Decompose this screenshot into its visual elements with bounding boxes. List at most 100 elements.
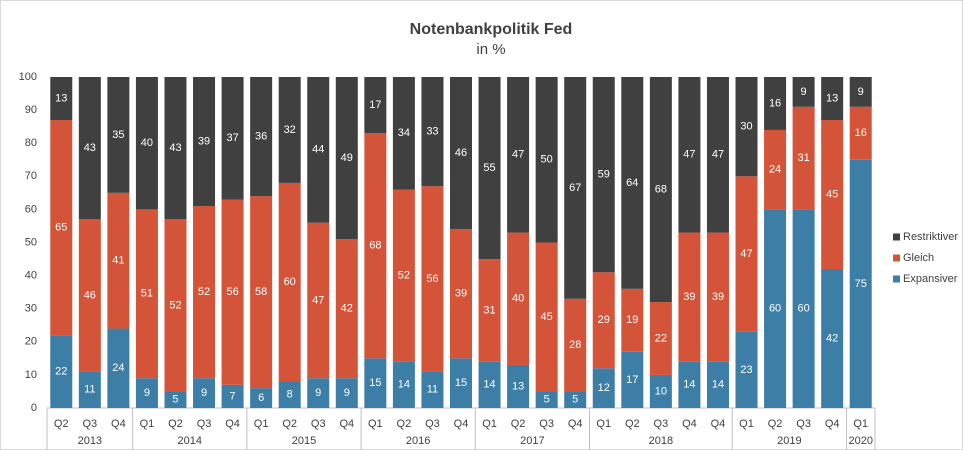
bar-segment — [278, 182, 301, 382]
bar-segment — [250, 196, 273, 389]
bar-segment — [792, 209, 815, 408]
data-label: 5 — [544, 394, 550, 406]
legend-label: Restriktiver — [903, 231, 958, 243]
data-label: 60 — [797, 303, 809, 315]
bar-segment — [307, 378, 330, 408]
x-tick-label: Q3 — [82, 418, 97, 430]
bar-segment — [564, 298, 587, 392]
bar-segment — [535, 77, 558, 243]
group-label: 2020 — [848, 435, 872, 447]
bar-segment — [849, 106, 872, 160]
data-label: 64 — [626, 177, 638, 189]
bar-segment — [792, 106, 815, 210]
bar-segment — [592, 77, 615, 273]
bar-segment — [507, 232, 530, 365]
bar-segment — [535, 242, 558, 392]
bar-segment — [735, 176, 758, 332]
x-tick-label: Q4 — [825, 418, 840, 430]
data-label: 30 — [740, 121, 752, 133]
x-tick-label: Q1 — [254, 418, 269, 430]
bar-segment — [450, 358, 472, 408]
y-tick-label: 10 — [25, 369, 37, 381]
data-label: 31 — [483, 304, 495, 316]
bar-segment — [364, 358, 387, 408]
data-label: 31 — [797, 152, 809, 164]
bar-segment — [335, 378, 358, 408]
bar-segment — [706, 361, 729, 408]
data-label: 16 — [769, 97, 781, 109]
data-label: 58 — [255, 286, 267, 298]
data-label: 46 — [455, 147, 467, 159]
bar-segment — [392, 361, 415, 408]
x-tick-label: Q4 — [711, 418, 726, 430]
y-tick-label: 90 — [25, 104, 37, 116]
y-tick-label: 100 — [19, 71, 37, 83]
bar-segment — [507, 77, 530, 233]
bar-segment — [678, 232, 701, 362]
data-label: 5 — [572, 394, 578, 406]
data-label: 14 — [712, 379, 724, 391]
data-label: 17 — [369, 99, 381, 111]
bar-segment — [335, 239, 358, 379]
x-tick-label: Q2 — [625, 418, 640, 430]
bar-segment — [649, 77, 672, 303]
bar-segment — [193, 77, 216, 207]
data-label: 22 — [655, 332, 667, 344]
bar-segment — [792, 77, 815, 107]
bar-segment — [392, 189, 415, 362]
bar-segment — [450, 229, 472, 359]
data-label: 59 — [598, 169, 610, 181]
data-label: 13 — [512, 380, 524, 392]
data-label: 34 — [398, 127, 410, 139]
x-tick-label: Q2 — [54, 418, 69, 430]
data-label: 65 — [55, 222, 67, 234]
legend-swatch — [893, 233, 900, 241]
bar-segment — [164, 219, 187, 392]
x-tick-label: Q1 — [739, 418, 754, 430]
x-tick-label: Q4 — [225, 418, 240, 430]
bar-segment — [706, 232, 729, 362]
bar-segment — [107, 328, 130, 408]
bar-segment — [107, 192, 130, 329]
bar-segment — [307, 77, 330, 223]
bar-segment — [564, 391, 587, 408]
bar-segment — [649, 302, 672, 375]
data-label: 9 — [858, 86, 864, 98]
group-label: 2015 — [292, 435, 316, 447]
data-label: 24 — [112, 362, 124, 374]
data-label: 47 — [312, 294, 324, 306]
data-label: 42 — [826, 332, 838, 344]
data-label: 47 — [512, 149, 524, 161]
data-label: 49 — [341, 152, 353, 164]
data-label: 47 — [740, 248, 752, 260]
y-tick-label: 50 — [25, 236, 37, 248]
bar-segment — [364, 77, 387, 134]
bar-segment — [278, 77, 301, 183]
data-label: 36 — [255, 130, 267, 142]
group-label: 2019 — [777, 435, 801, 447]
x-tick-label: Q3 — [311, 418, 326, 430]
data-label: 37 — [226, 132, 238, 144]
data-label: 6 — [258, 392, 264, 404]
bar-segment — [478, 361, 501, 408]
data-label: 39 — [198, 135, 210, 147]
bar-segment — [764, 129, 787, 210]
bar-segment — [507, 364, 530, 408]
data-label: 40 — [512, 293, 524, 305]
x-tick-label: Q3 — [796, 418, 811, 430]
data-label: 28 — [569, 339, 581, 351]
x-tick-label: Q3 — [654, 418, 669, 430]
bar-segment — [450, 77, 472, 230]
bar-segment — [678, 361, 701, 408]
data-label: 7 — [230, 390, 236, 402]
bar-segment — [421, 371, 444, 408]
chart-title: Notenbankpolitik Fed — [410, 21, 573, 38]
x-tick-label: Q1 — [482, 418, 497, 430]
data-label: 19 — [626, 314, 638, 326]
bar-segment — [735, 331, 758, 408]
x-tick-label: Q1 — [368, 418, 383, 430]
bar-segment — [193, 378, 216, 408]
bar-segment — [621, 351, 644, 408]
y-tick-label: 60 — [25, 203, 37, 215]
bar-segment — [706, 77, 729, 233]
